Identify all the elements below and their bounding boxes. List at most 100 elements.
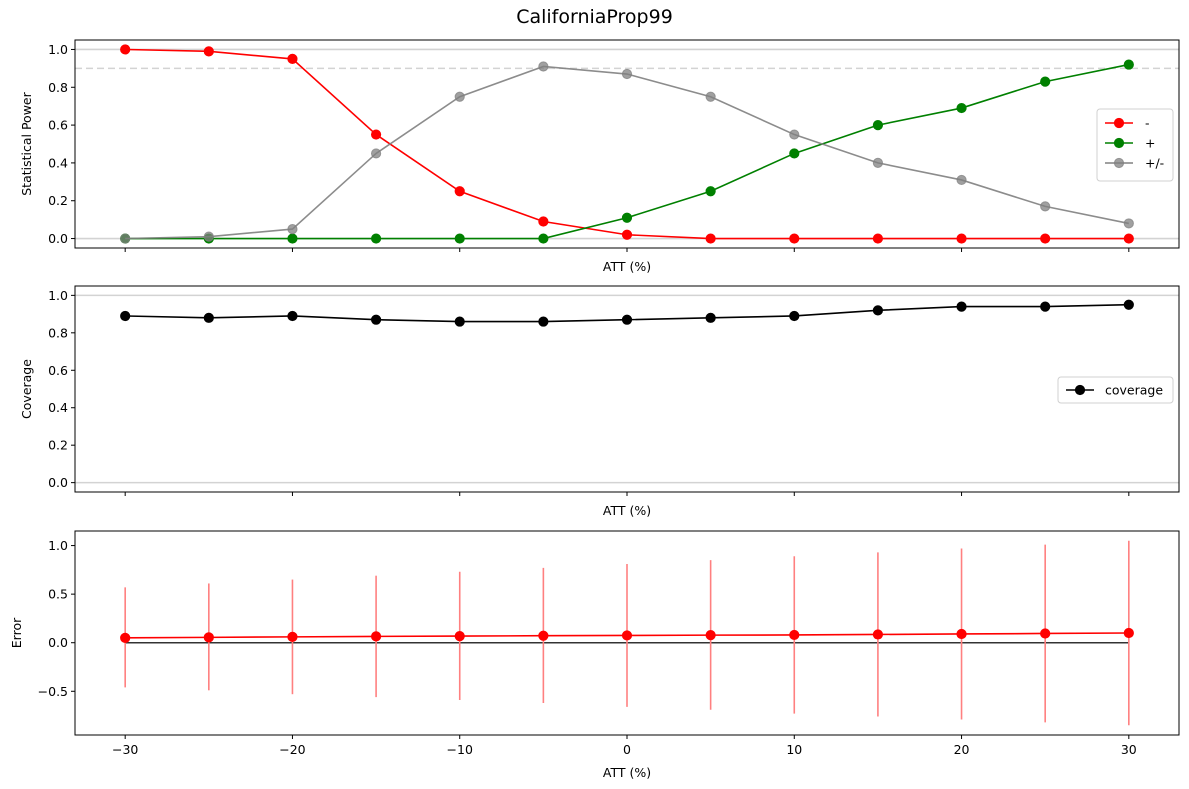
data-point <box>538 316 549 327</box>
data-point <box>287 233 298 244</box>
x-tick-label: −10 <box>447 742 473 757</box>
x-tick-label: 20 <box>954 742 970 757</box>
data-point <box>120 233 131 244</box>
legend-marker <box>1113 137 1125 149</box>
y-tick-label: 0.4 <box>48 400 68 415</box>
data-point <box>287 53 298 65</box>
data-point <box>454 91 465 102</box>
data-point <box>538 61 549 72</box>
y-axis-label: Statistical Power <box>19 91 34 195</box>
data-point <box>705 91 716 102</box>
legend-label: + <box>1145 136 1155 151</box>
data-point <box>454 186 465 197</box>
data-point <box>538 233 549 244</box>
data-point <box>872 233 884 244</box>
legend-label: +/- <box>1145 156 1164 171</box>
y-tick-label: 0.4 <box>48 155 68 170</box>
data-point <box>1040 233 1051 244</box>
data-point <box>1040 76 1051 87</box>
data-point <box>1123 233 1134 244</box>
x-axis-label: ATT (%) <box>603 503 651 518</box>
data-point <box>454 233 465 244</box>
data-point <box>538 630 549 641</box>
data-point <box>538 216 549 227</box>
y-axis-label: Error <box>9 617 24 648</box>
data-point <box>454 316 465 327</box>
y-tick-label: 0.2 <box>48 438 68 453</box>
data-point <box>120 44 131 55</box>
data-point <box>705 630 716 641</box>
y-tick-label: 0.8 <box>48 325 68 340</box>
data-point <box>1123 299 1134 310</box>
y-tick-label: 1.0 <box>48 288 68 303</box>
x-tick-label: 10 <box>786 742 802 757</box>
data-point <box>1123 218 1134 229</box>
data-point <box>120 632 131 643</box>
y-tick-label: 0.6 <box>48 363 68 378</box>
y-tick-label: 0.2 <box>48 193 68 208</box>
y-tick-label: 0.0 <box>48 231 68 246</box>
data-point <box>1040 201 1051 212</box>
data-point <box>789 629 800 641</box>
data-point <box>370 233 382 244</box>
y-tick-label: 0.8 <box>48 80 68 95</box>
data-point <box>621 314 633 325</box>
data-point <box>705 186 716 197</box>
data-point <box>956 174 967 186</box>
x-axis-label: ATT (%) <box>603 259 651 274</box>
legend-box <box>1057 376 1174 404</box>
legend-marker <box>1113 157 1125 169</box>
data-point <box>203 312 214 323</box>
data-point <box>1123 59 1134 70</box>
data-point <box>287 631 298 642</box>
data-point <box>287 310 298 322</box>
y-tick-label: 0.5 <box>48 587 68 602</box>
data-point <box>370 314 382 325</box>
data-point <box>956 102 967 114</box>
data-point <box>789 148 800 159</box>
x-axis-label: ATT (%) <box>603 765 651 780</box>
data-point <box>621 212 633 223</box>
data-point <box>705 233 716 244</box>
data-point <box>705 312 716 323</box>
data-point <box>1040 301 1051 312</box>
y-tick-label: 1.0 <box>48 538 68 553</box>
legend-marker <box>1113 117 1125 129</box>
data-point <box>956 233 967 244</box>
data-point <box>370 129 382 140</box>
data-point <box>621 68 633 80</box>
legend-label: - <box>1145 116 1150 131</box>
y-tick-label: 0.0 <box>48 475 68 490</box>
data-point <box>789 233 800 244</box>
y-tick-label: 0.6 <box>48 118 68 133</box>
data-point <box>370 148 382 159</box>
y-tick-label: 0.0 <box>48 635 68 650</box>
data-point <box>872 157 884 169</box>
data-point <box>956 301 967 312</box>
data-point <box>370 631 382 642</box>
data-point <box>621 630 633 641</box>
y-axis-label: Coverage <box>19 359 34 419</box>
y-tick-label: 1.0 <box>48 42 68 57</box>
data-point <box>287 223 298 235</box>
data-point <box>203 46 214 57</box>
legend-label: coverage <box>1105 383 1163 398</box>
x-tick-label: −20 <box>279 742 305 757</box>
data-point <box>621 229 633 240</box>
x-tick-label: 0 <box>623 742 631 757</box>
figure-title: CaliforniaProp99 <box>516 6 673 28</box>
data-point <box>789 129 800 140</box>
data-point <box>789 310 800 322</box>
data-point <box>203 231 214 242</box>
x-tick-label: 30 <box>1121 742 1137 757</box>
data-point <box>872 119 884 131</box>
data-point <box>1040 628 1051 639</box>
data-point <box>120 310 131 322</box>
y-tick-label: −0.5 <box>38 684 68 699</box>
series-line-x <box>125 63 1129 240</box>
data-point <box>956 628 967 640</box>
legend-marker <box>1074 384 1086 396</box>
data-point <box>872 305 884 316</box>
